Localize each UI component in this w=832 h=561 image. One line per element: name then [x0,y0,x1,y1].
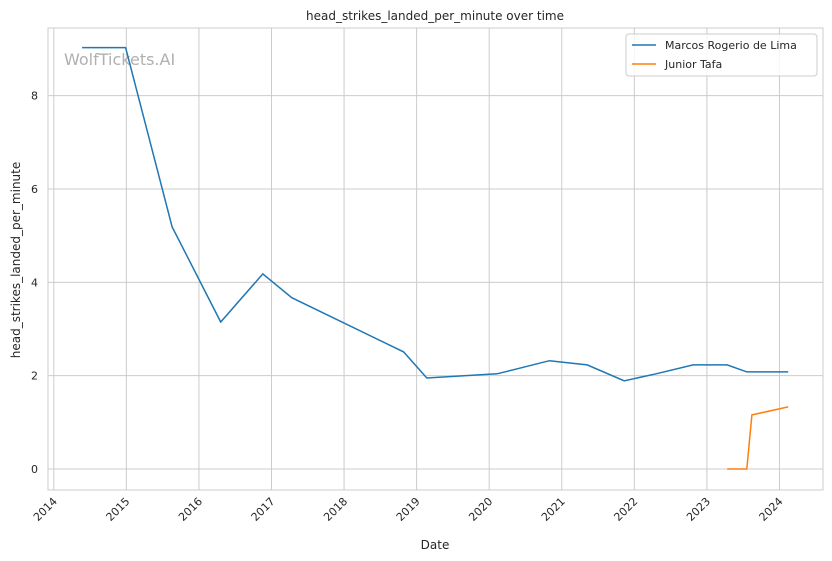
x-tick-label: 2017 [249,495,278,524]
series-lines [82,46,789,470]
x-axis-label: Date [421,538,450,552]
x-tick-label: 2018 [321,495,350,524]
legend-label-1: Junior Tafa [664,58,722,71]
watermark: WolfTickets.AI [64,50,175,69]
x-tick-label: 2022 [611,495,640,524]
x-tick-label: 2021 [539,495,568,524]
legend-label-0: Marcos Rogerio de Lima [665,39,797,52]
y-tick-label: 0 [31,463,38,476]
series-line-1 [727,406,789,470]
x-tick-labels: 2014 2015 2016 2017 2018 2019 2020 2021 2022 2023… [31,495,786,524]
legend: Marcos Rogerio de Lima Junior Tafa [625,33,818,77]
y-tick-label: 8 [31,90,38,103]
x-tick-label: 2023 [684,495,713,524]
plot-frame [47,27,824,491]
x-tick-label: 2014 [31,495,60,524]
x-tick-label: 2019 [394,495,423,524]
grid [48,28,823,490]
x-tick-label: 2016 [176,495,205,524]
chart-title: head_strikes_landed_per_minute over time [306,9,564,23]
y-tick-label: 2 [31,370,38,383]
y-tick-label: 6 [31,183,38,196]
y-tick-label: 4 [31,276,38,289]
x-tick-label: 2024 [757,495,786,524]
x-tick-label: 2015 [104,495,133,524]
x-tick-label: 2020 [466,495,495,524]
y-tick-labels: 0 2 4 6 8 [31,90,38,476]
y-axis-label: head_strikes_landed_per_minute [9,162,23,359]
series-line-0 [82,46,789,382]
